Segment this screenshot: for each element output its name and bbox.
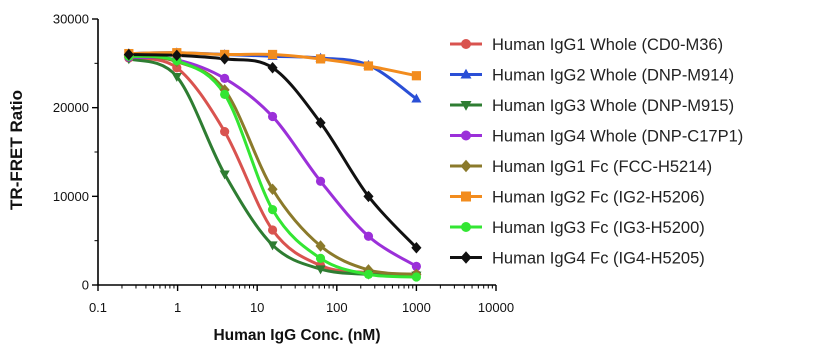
- legend-marker: [461, 130, 471, 141]
- data-point: [315, 253, 326, 263]
- legend-label: Human IgG1 Fc (FCC-H5214): [492, 158, 712, 176]
- legend-label: Human IgG1 Whole (CD0-M36): [492, 36, 723, 54]
- data-point: [411, 272, 421, 282]
- legend: Human IgG1 Whole (CD0-M36) Human IgG2 Who…: [450, 36, 743, 268]
- legend-marker: [460, 159, 472, 173]
- legend-label: Human IgG3 Whole (DNP-M915): [492, 97, 734, 115]
- data-point: [267, 111, 278, 122]
- data-point: [315, 54, 326, 64]
- y-tick-label: 30000: [53, 12, 89, 27]
- legend-label: Human IgG4 Fc (IG4-H5205): [492, 250, 705, 268]
- legend-item-2: Human IgG2 Whole (DNP-M914): [450, 67, 734, 85]
- x-tick-label: 10: [250, 300, 264, 315]
- y-tick-label: 20000: [53, 100, 89, 115]
- x-tick-label: 10000: [478, 300, 514, 315]
- x-tick-label: 0.1: [89, 300, 107, 315]
- data-point: [315, 240, 326, 252]
- data-point: [315, 116, 326, 129]
- tick-marks: [92, 18, 497, 291]
- legend-marker: [460, 68, 472, 79]
- x-tick-label: 100: [326, 300, 348, 315]
- legend-item-1: Human IgG1 Whole (CD0-M36): [450, 36, 723, 54]
- data-point: [267, 62, 278, 74]
- data-point: [363, 61, 374, 71]
- data-point: [171, 49, 182, 62]
- legend-marker: [461, 191, 471, 202]
- x-axis-title: Human IgG Conc. (nM): [213, 327, 380, 344]
- legend-label: Human IgG2 Fc (IG2-H5206): [492, 189, 705, 207]
- data-point: [267, 183, 278, 195]
- data-point: [219, 53, 230, 65]
- data-point: [411, 261, 421, 271]
- data-point: [171, 72, 182, 82]
- legend-item-4: Human IgG4 Whole (DNP-C17P1): [450, 128, 743, 146]
- data-point: [220, 89, 230, 99]
- legend-item-6: Human IgG2 Fc (IG2-H5206): [450, 189, 705, 207]
- data-point: [220, 127, 230, 137]
- y-tick-label: 0: [82, 278, 89, 293]
- legend-item-7: Human IgG3 Fc (IG3-H5200): [450, 219, 705, 237]
- data-point: [363, 190, 374, 203]
- series-curve-4: [128, 55, 418, 268]
- data-point: [363, 231, 374, 241]
- x-tick-label: 1000: [402, 300, 431, 315]
- data-point: [267, 241, 278, 251]
- data-point: [267, 225, 278, 235]
- x-tick-label: 1: [174, 300, 181, 315]
- y-tick-label: 10000: [53, 189, 89, 204]
- legend-item-8: Human IgG4 Fc (IG4-H5205): [450, 250, 705, 268]
- data-point: [219, 170, 230, 180]
- data-point: [315, 176, 326, 186]
- legend-marker: [460, 101, 472, 111]
- legend-marker: [460, 251, 472, 264]
- series-curve-8: [128, 52, 418, 249]
- data-point: [411, 93, 422, 103]
- y-axis-title: TR-FRET Ratio: [7, 90, 26, 210]
- legend-item-3: Human IgG3 Whole (DNP-M915): [450, 97, 734, 115]
- data-point: [172, 63, 182, 73]
- data-point: [315, 265, 326, 275]
- data-points: [123, 47, 422, 282]
- data-point: [411, 242, 422, 254]
- legend-item-5: Human IgG1 Fc (FCC-H5214): [450, 158, 712, 176]
- legend-marker: [461, 39, 471, 49]
- legend-label: Human IgG3 Fc (IG3-H5200): [492, 219, 705, 237]
- data-point: [220, 73, 230, 84]
- tick-labels: 0.1 1 10 100 1000 10000 0 10000 20000 30000: [53, 12, 514, 316]
- data-point: [267, 205, 278, 215]
- data-point: [411, 71, 421, 81]
- data-point: [363, 269, 374, 279]
- data-point: [123, 48, 134, 61]
- legend-marker: [461, 222, 471, 232]
- legend-label: Human IgG2 Whole (DNP-M914): [492, 67, 734, 85]
- legend-label: Human IgG4 Whole (DNP-C17P1): [492, 128, 743, 146]
- data-point: [267, 49, 278, 60]
